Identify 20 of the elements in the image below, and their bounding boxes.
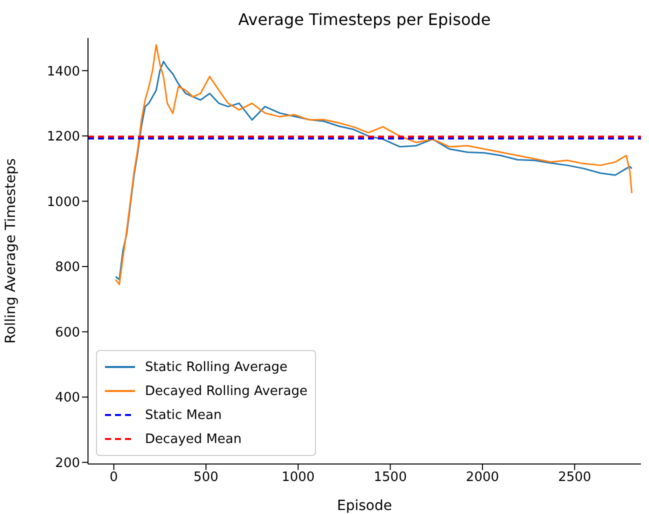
chart-title: Average Timesteps per Episode — [237, 10, 492, 29]
y-tick-label: 200 — [55, 456, 80, 471]
y-tick-label: 1400 — [46, 64, 80, 80]
x-tick-label: 0 — [110, 470, 118, 486]
y-tick-label: 400 — [55, 390, 80, 406]
y-tick-label: 1000 — [46, 194, 80, 210]
x-tick-label: 500 — [194, 470, 218, 486]
legend-label: Static Mean — [145, 408, 222, 422]
x-tick-label: 1000 — [282, 470, 315, 486]
x-tick-label: 1500 — [374, 470, 407, 486]
legend-label: Decayed Mean — [145, 432, 242, 446]
legend-label: Decayed Rolling Average — [145, 384, 308, 398]
x-tick-label: 2500 — [558, 470, 592, 486]
x-axis-title: Episode — [337, 498, 392, 514]
y-tick-label: 600 — [55, 325, 80, 340]
x-tick-label: 2000 — [466, 470, 500, 486]
legend-label: Static Rolling Average — [145, 360, 288, 374]
y-tick-label: 800 — [55, 260, 80, 276]
y-axis-title: Rolling Average Timesteps — [2, 158, 19, 344]
y-tick-label: 1200 — [46, 130, 80, 145]
